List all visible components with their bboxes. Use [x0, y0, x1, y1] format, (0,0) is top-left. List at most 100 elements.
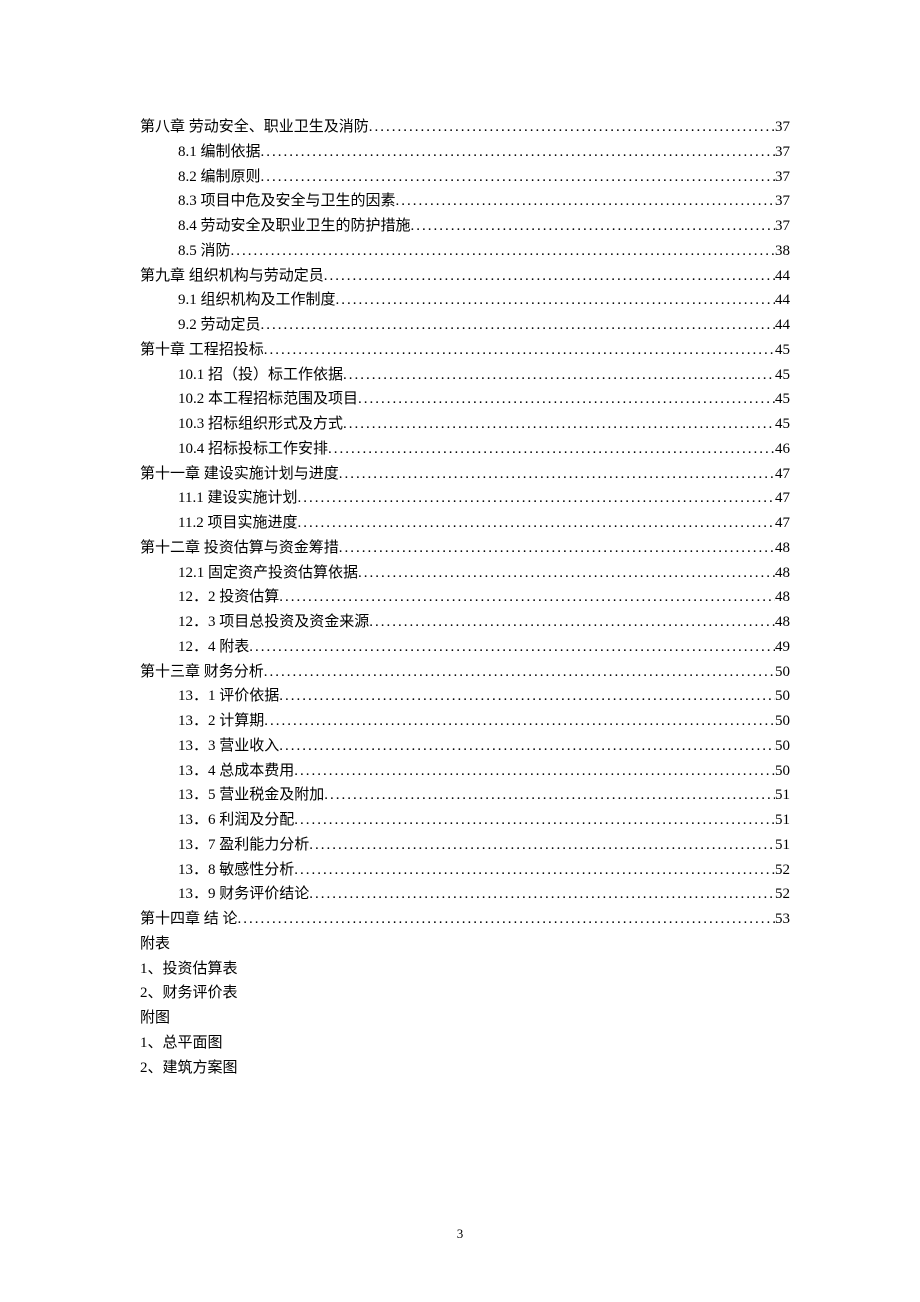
appendix-line: 附图 — [140, 1006, 790, 1031]
toc-page-number: 37 — [775, 165, 790, 190]
toc-label: 10.3 招标组织形式及方式 — [178, 412, 343, 437]
toc-label: 第十四章 结 论 — [140, 907, 238, 932]
toc-entry: 8.3 项目中危及安全与卫生的因素 37 — [140, 189, 790, 214]
toc-leader-dots — [324, 783, 775, 808]
toc-page-number: 44 — [775, 264, 790, 289]
toc-page-number: .51 — [771, 808, 790, 833]
toc-label: 9.1 组织机构及工作制度 — [178, 288, 336, 313]
toc-label: 13．9 财务评价结论 — [178, 882, 309, 907]
toc-entry: 第十一章 建设实施计划与进度47 — [140, 462, 790, 487]
toc-entry: 第十四章 结 论53 — [140, 907, 790, 932]
toc-label: 13．6 利润及分配 — [178, 808, 294, 833]
toc-leader-dots — [294, 808, 771, 833]
toc-leader-dots — [231, 239, 775, 264]
toc-entry: 13．5 营业税金及附加 51 — [140, 783, 790, 808]
toc-page-number: 48 — [775, 561, 790, 586]
toc-label: 13．5 营业税金及附加 — [178, 783, 324, 808]
toc-entry: 8.4 劳动安全及职业卫生的防护措施37 — [140, 214, 790, 239]
toc-label: 第十章 工程招投标 — [140, 338, 264, 363]
toc-label: 第八章 劳动安全、职业卫生及消防 — [140, 115, 369, 140]
toc-leader-dots — [358, 561, 775, 586]
toc-entry: 13．3 营业收入 50 — [140, 734, 790, 759]
toc-page-number: 51 — [775, 833, 790, 858]
toc-entry: 12.1 固定资产投资估算依据 48 — [140, 561, 790, 586]
appendix-line: 1、投资估算表 — [140, 957, 790, 982]
toc-leader-dots — [297, 511, 775, 536]
toc-leader-dots — [309, 833, 775, 858]
toc-label: 8.3 项目中危及安全与卫生的因素 — [178, 189, 396, 214]
toc-entry: 第十二章 投资估算与资金筹措48 — [140, 536, 790, 561]
toc-entry: 13．4 总成本费用50 — [140, 759, 790, 784]
toc-leader-dots — [294, 759, 775, 784]
toc-page-number: 44 — [775, 313, 790, 338]
toc-page-number: 48 — [775, 610, 790, 635]
toc-page-number: 50 — [775, 709, 790, 734]
toc-page-number: 37 — [775, 189, 790, 214]
toc-page-number: 47 — [775, 511, 790, 536]
toc-label: 11.2 项目实施进度 — [178, 511, 297, 536]
toc-page-number: 47 — [775, 486, 790, 511]
toc-entry: 11.1 建设实施计划47 — [140, 486, 790, 511]
toc-page-number: 52 — [775, 858, 790, 883]
toc-entry: 13．8 敏感性分析52 — [140, 858, 790, 883]
toc-leader-dots — [309, 882, 775, 907]
toc-leader-dots — [279, 734, 775, 759]
toc-entry: 第十三章 财务分析50 — [140, 660, 790, 685]
toc-page-number: 47 — [775, 462, 790, 487]
toc-entry: 8.5 消防38 — [140, 239, 790, 264]
toc-entry: 10.4 招标投标工作安排46 — [140, 437, 790, 462]
toc-leader-dots — [264, 660, 775, 685]
toc-leader-dots — [339, 536, 775, 561]
toc-page-number: 51 — [775, 783, 790, 808]
page-number: 3 — [0, 1226, 920, 1242]
toc-leader-dots — [279, 585, 775, 610]
toc-label: 12．2 投资估算 — [178, 585, 279, 610]
toc-page-number: 50 — [775, 684, 790, 709]
toc-label: 10.2 本工程招标范围及项目 — [178, 387, 358, 412]
toc-leader-dots — [294, 858, 775, 883]
toc-label: 8.1 编制依据 — [178, 140, 261, 165]
toc-label: 13．3 营业收入 — [178, 734, 279, 759]
toc-entry: 11.2 项目实施进度 47 — [140, 511, 790, 536]
toc-leader-dots — [261, 165, 775, 190]
toc-leader-dots — [238, 907, 775, 932]
toc-entry: 第八章 劳动安全、职业卫生及消防37 — [140, 115, 790, 140]
toc-page-number: 45 — [775, 387, 790, 412]
toc-page-number: 50 — [775, 734, 790, 759]
toc-leader-dots — [396, 189, 775, 214]
toc-page-number: 50 — [775, 759, 790, 784]
appendix-line: 2、财务评价表 — [140, 981, 790, 1006]
toc-entry: 13．2 计算期 50 — [140, 709, 790, 734]
toc-leader-dots — [343, 412, 775, 437]
toc-leader-dots — [411, 214, 775, 239]
toc-page-number: 45 — [775, 363, 790, 388]
toc-entry: 8.1 编制依据 37 — [140, 140, 790, 165]
toc-leader-dots — [339, 462, 775, 487]
toc-page-number: 37 — [775, 140, 790, 165]
toc-entry: 8.2 编制原则 37 — [140, 165, 790, 190]
toc-leader-dots — [336, 288, 775, 313]
toc-label: 8.5 消防 — [178, 239, 231, 264]
toc-label: 8.2 编制原则 — [178, 165, 261, 190]
toc-entry: 13．9 财务评价结论52 — [140, 882, 790, 907]
toc-page-number: 37 — [775, 214, 790, 239]
toc-label: 13．7 盈利能力分析 — [178, 833, 309, 858]
toc-container: 第八章 劳动安全、职业卫生及消防378.1 编制依据378.2 编制原则378.… — [140, 115, 790, 1080]
toc-leader-dots — [261, 313, 775, 338]
appendix-line: 2、建筑方案图 — [140, 1056, 790, 1081]
toc-entry: 第十章 工程招投标45 — [140, 338, 790, 363]
appendix-line: 1、总平面图 — [140, 1031, 790, 1056]
toc-label: 13．2 计算期 — [178, 709, 264, 734]
toc-leader-dots — [264, 709, 775, 734]
toc-label: 12．3 项目总投资及资金来源 — [178, 610, 369, 635]
toc-label: 12.1 固定资产投资估算依据 — [178, 561, 358, 586]
toc-page-number: 48 — [775, 536, 790, 561]
toc-leader-dots — [343, 363, 775, 388]
toc-page-number: 48 — [775, 585, 790, 610]
toc-leader-dots — [264, 338, 775, 363]
toc-leader-dots — [324, 264, 775, 289]
toc-entry: 13．6 利润及分配 .51 — [140, 808, 790, 833]
toc-entry: 12．3 项目总投资及资金来源 48 — [140, 610, 790, 635]
toc-label: 9.2 劳动定员 — [178, 313, 261, 338]
toc-entry: 10.1 招（投）标工作依据45 — [140, 363, 790, 388]
